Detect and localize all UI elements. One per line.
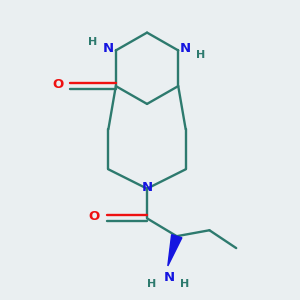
Text: N: N (164, 271, 175, 284)
Text: H: H (88, 37, 98, 46)
Text: H: H (148, 279, 157, 289)
Text: N: N (103, 42, 114, 56)
Text: H: H (196, 50, 205, 60)
Text: O: O (89, 210, 100, 224)
Text: N: N (180, 42, 191, 56)
Text: H: H (180, 279, 189, 289)
Text: N: N (142, 181, 153, 194)
Polygon shape (168, 235, 182, 266)
Text: O: O (52, 78, 64, 91)
